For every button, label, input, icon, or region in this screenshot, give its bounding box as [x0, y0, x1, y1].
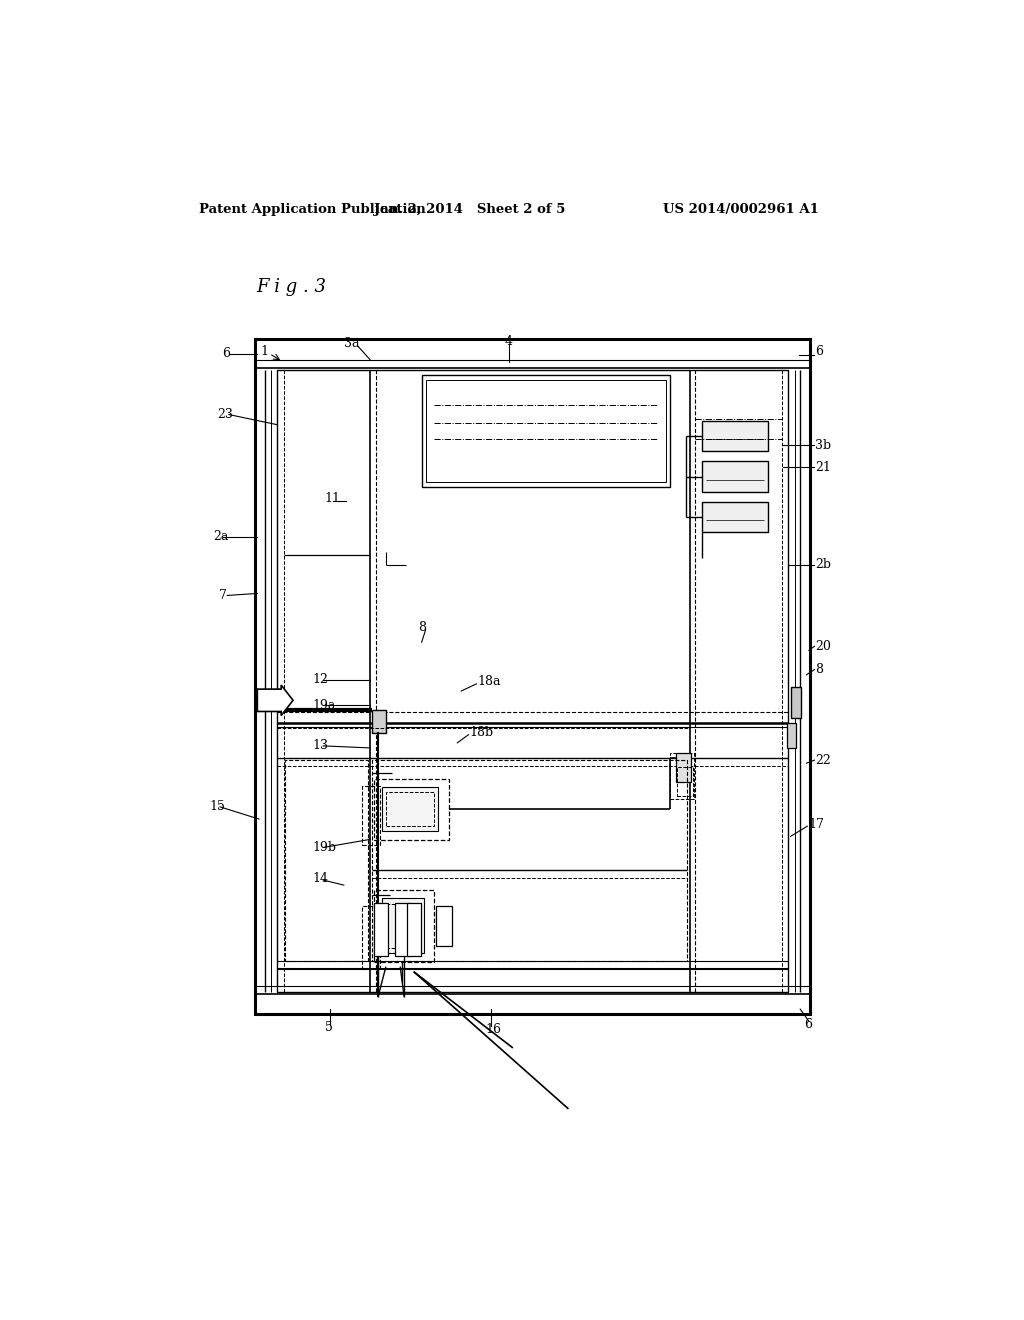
Bar — [436, 906, 452, 946]
Bar — [382, 787, 437, 832]
Text: 3b: 3b — [815, 438, 831, 451]
Text: 3a: 3a — [344, 337, 359, 350]
Bar — [407, 903, 421, 956]
Text: 5: 5 — [325, 1020, 333, 1034]
Text: F i g . 3: F i g . 3 — [257, 279, 327, 296]
Bar — [285, 760, 368, 961]
Text: 1: 1 — [260, 345, 268, 358]
Text: 23: 23 — [217, 408, 232, 421]
Text: Jan. 2, 2014   Sheet 2 of 5: Jan. 2, 2014 Sheet 2 of 5 — [374, 203, 565, 216]
Text: 14: 14 — [313, 871, 329, 884]
Text: 18a: 18a — [477, 676, 501, 688]
Bar — [786, 722, 797, 748]
Text: 21: 21 — [815, 461, 831, 474]
Bar — [422, 375, 670, 487]
Bar — [374, 891, 433, 961]
Bar — [362, 785, 380, 845]
Text: 13: 13 — [313, 739, 329, 752]
Text: 6: 6 — [221, 347, 229, 360]
FancyArrow shape — [257, 685, 293, 715]
Bar — [372, 710, 386, 733]
Bar — [278, 370, 788, 991]
Text: 11: 11 — [325, 492, 341, 506]
Text: 20: 20 — [815, 640, 831, 653]
Bar — [791, 688, 801, 718]
Text: 15: 15 — [210, 800, 225, 813]
Bar — [701, 421, 768, 451]
Bar — [701, 461, 768, 492]
Text: 2a: 2a — [213, 531, 228, 543]
Text: Patent Application Publication: Patent Application Publication — [200, 203, 426, 216]
Text: 8: 8 — [815, 663, 823, 676]
Text: 18b: 18b — [469, 726, 494, 739]
Text: 2b: 2b — [815, 558, 831, 572]
Text: 22: 22 — [815, 754, 831, 767]
Text: 6: 6 — [815, 345, 823, 358]
Bar — [386, 792, 433, 826]
Bar — [426, 380, 666, 482]
Text: 19b: 19b — [313, 841, 337, 854]
Bar — [395, 903, 410, 956]
Bar — [677, 767, 693, 796]
Text: 12: 12 — [313, 673, 329, 686]
Text: 6: 6 — [804, 1018, 812, 1031]
Bar — [362, 906, 380, 969]
Bar — [382, 899, 424, 953]
Text: 19a: 19a — [313, 698, 336, 711]
Bar — [670, 754, 694, 799]
Text: US 2014/0002961 A1: US 2014/0002961 A1 — [663, 203, 818, 216]
Bar — [676, 754, 691, 781]
Bar — [374, 903, 388, 956]
Text: 7: 7 — [219, 589, 227, 602]
Text: 4: 4 — [505, 335, 513, 348]
Text: 17: 17 — [808, 817, 824, 830]
Bar — [701, 502, 768, 532]
Text: 8: 8 — [419, 622, 426, 635]
Bar — [374, 779, 450, 840]
Bar — [386, 904, 420, 948]
Bar — [255, 339, 811, 1014]
Bar — [373, 760, 687, 961]
Text: 16: 16 — [485, 1023, 501, 1036]
